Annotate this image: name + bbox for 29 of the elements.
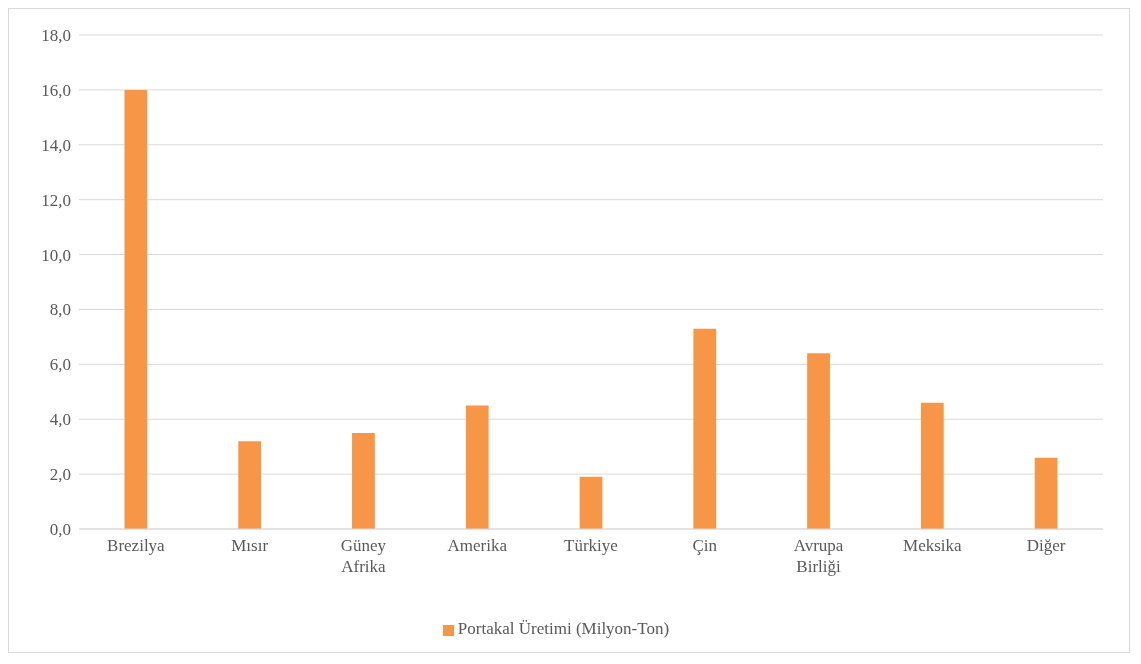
y-tick-label: 6,0	[49, 355, 71, 375]
y-tick-label: 10,0	[41, 245, 71, 265]
bar	[238, 441, 262, 529]
bar	[1034, 457, 1058, 529]
x-tick-label: Diğer	[1026, 536, 1066, 555]
bar	[920, 402, 944, 529]
y-tick-label: 4,0	[49, 410, 71, 430]
x-tick-label: Çin	[692, 536, 718, 555]
x-tick-label: Brezilya	[107, 536, 166, 555]
y-tick-label: 14,0	[41, 135, 71, 155]
bar	[124, 89, 148, 529]
x-tick-label: Meksika	[903, 536, 963, 555]
bar	[693, 328, 717, 529]
y-tick-label: 18,0	[41, 26, 71, 46]
y-tick-label: 2,0	[49, 465, 71, 485]
x-tick-label: Güney Afrika	[340, 536, 387, 576]
x-tick-label: Mısır	[231, 536, 269, 555]
x-tick-label: Türkiye	[564, 536, 618, 555]
bar	[579, 476, 603, 529]
x-tick-label: Avrupa Birliği	[793, 536, 844, 576]
bar	[352, 432, 375, 529]
y-tick-label: 16,0	[41, 80, 71, 100]
x-tick-label: Amerika	[447, 536, 508, 555]
bar	[807, 353, 830, 529]
y-tick-label: 12,0	[41, 190, 71, 210]
legend-label: Portakal Üretimi (Milyon-Ton)	[457, 619, 670, 638]
y-tick-label: 0,0	[49, 520, 71, 540]
bar	[465, 405, 489, 529]
y-tick-label: 8,0	[49, 300, 71, 320]
